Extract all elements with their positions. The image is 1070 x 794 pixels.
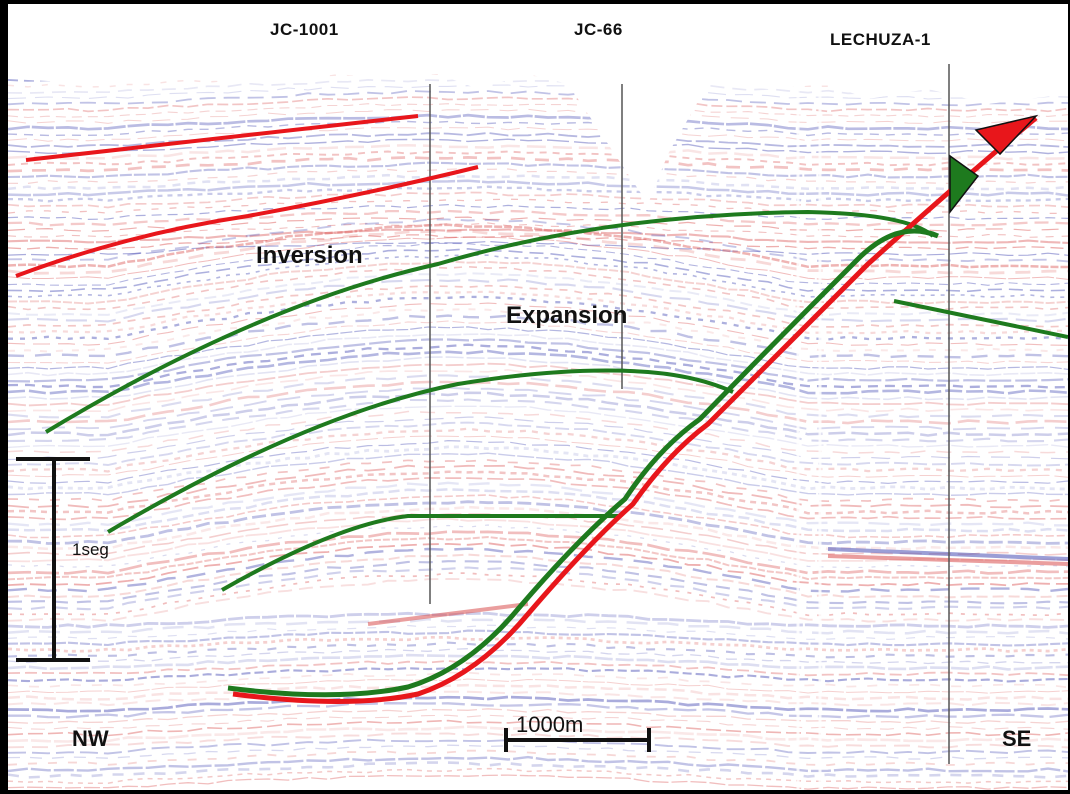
main-fault-red (232, 116, 1038, 704)
zone-label-inversion: Inversion (256, 242, 363, 269)
main-fault-green (227, 228, 939, 698)
vertical-scale-bar (16, 457, 90, 662)
horizontal-scale-label: 1000m (516, 712, 584, 737)
horizon-inversion (44, 209, 935, 434)
horizon-expansion (106, 368, 734, 534)
seismic-texture (8, 60, 1068, 790)
shallow-fault-2 (15, 165, 479, 278)
horizon-deep (221, 514, 620, 592)
seismic-section: JC-1001 JC-66 LECHUZA-1 Inversion Expans… (8, 4, 1068, 790)
red-arrow-icon (974, 114, 1039, 156)
horizontal-scale-bar (504, 728, 651, 752)
trace-gaps (796, 84, 822, 790)
well-label-lechuza-1: LECHUZA-1 (830, 30, 931, 49)
green-arrow-icon (949, 154, 980, 215)
vertical-scale-label: 1seg (72, 540, 109, 559)
zone-label-expansion: Expansion (506, 302, 628, 329)
well-label-jc-66: JC-66 (574, 20, 623, 39)
direction-label-nw: NW (72, 726, 109, 751)
direction-label-se: SE (1002, 726, 1032, 751)
well-label-jc-1001: JC-1001 (270, 20, 339, 39)
horizon-right (893, 299, 1068, 339)
seismic-canvas (8, 4, 1068, 790)
data-gap (8, 4, 1068, 204)
shallow-fault-1 (25, 114, 419, 162)
